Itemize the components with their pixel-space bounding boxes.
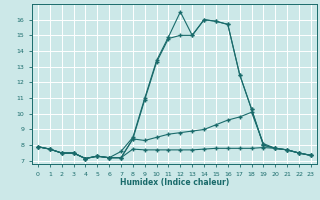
X-axis label: Humidex (Indice chaleur): Humidex (Indice chaleur) [120, 178, 229, 187]
